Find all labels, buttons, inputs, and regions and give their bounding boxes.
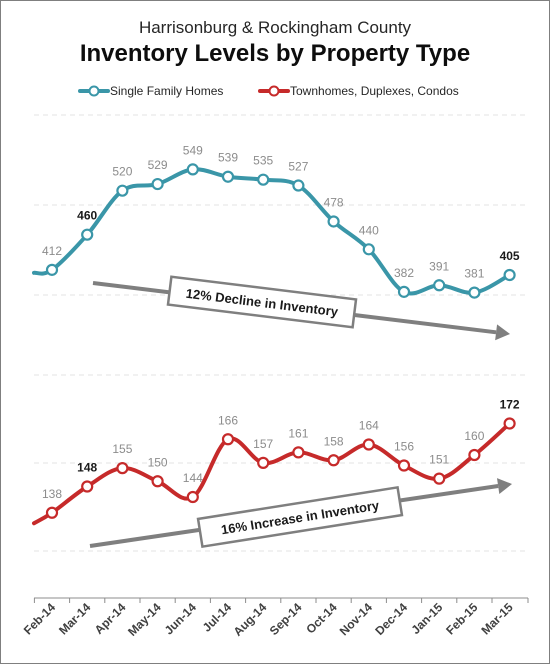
legend-marker — [268, 85, 280, 97]
data-label: 520 — [112, 165, 132, 179]
data-point — [433, 279, 446, 292]
x-tick-label: May-14 — [125, 600, 164, 639]
data-label: 151 — [429, 453, 449, 467]
data-label: 161 — [288, 426, 308, 440]
x-tick-label: Oct-14 — [303, 600, 340, 637]
data-label: 539 — [218, 151, 238, 165]
data-label: 166 — [218, 413, 238, 427]
data-point — [433, 472, 446, 485]
data-label: 381 — [464, 267, 484, 281]
data-label: 535 — [253, 154, 273, 168]
data-point — [257, 173, 270, 186]
data-label: 382 — [394, 266, 414, 280]
data-point — [503, 417, 516, 430]
data-point — [116, 462, 129, 475]
data-point — [151, 177, 164, 191]
data-label: 158 — [324, 434, 344, 448]
data-label: 478 — [324, 195, 344, 209]
x-tick-label: Nov-14 — [337, 600, 375, 638]
data-point — [151, 475, 164, 488]
annotation-arrowhead-1 — [495, 324, 510, 341]
data-point — [45, 263, 59, 276]
data-point — [81, 480, 94, 493]
data-point — [221, 433, 235, 446]
annotation-box — [196, 485, 404, 549]
data-point — [292, 446, 305, 459]
data-label: 156 — [394, 440, 414, 454]
legend-label: Townhomes, Duplexes, Condos — [290, 84, 459, 98]
x-tick-label: Sep-14 — [267, 600, 305, 638]
x-tick-label: Mar-14 — [56, 600, 93, 637]
data-label: 138 — [42, 487, 62, 501]
data-point — [292, 179, 305, 192]
data-label: 549 — [183, 143, 203, 157]
data-label: 412 — [42, 244, 62, 258]
chart-title: Inventory Levels by Property Type — [79, 40, 471, 67]
data-label: 460 — [77, 209, 97, 223]
annotation-box — [166, 275, 358, 329]
x-tick-label: Aug-14 — [231, 600, 270, 639]
data-point — [221, 170, 235, 183]
annotation-callout-2: 16% Increase in Inventory — [196, 485, 404, 549]
legend-label: Single Family Homes — [110, 84, 223, 98]
data-label: 440 — [359, 223, 379, 237]
data-label: 160 — [464, 429, 484, 443]
data-label: 164 — [359, 419, 379, 433]
x-tick-label: Jul-14 — [200, 600, 235, 635]
x-tick-label: Apr-14 — [92, 600, 129, 637]
data-label: 150 — [148, 455, 168, 469]
data-label: 391 — [429, 259, 449, 273]
data-point — [45, 506, 59, 519]
data-point — [186, 163, 199, 176]
data-point — [362, 438, 375, 451]
data-label: 155 — [112, 442, 132, 456]
data-point — [327, 215, 340, 228]
x-tick-label: Feb-14 — [21, 600, 58, 637]
x-tick-label: Dec-14 — [372, 600, 410, 638]
data-point — [186, 490, 199, 504]
x-tick-label: Jun-14 — [162, 600, 199, 637]
x-tick-label: Jan-15 — [409, 600, 446, 637]
data-point — [397, 459, 411, 472]
x-tick-label: Mar-15 — [478, 600, 515, 637]
x-tick-label: Feb-15 — [443, 600, 480, 637]
data-point — [503, 268, 516, 282]
data-label: 172 — [500, 398, 520, 412]
chart-subtitle: Harrisonburg & Rockingham County — [138, 18, 412, 37]
data-label: 157 — [253, 437, 273, 451]
legend-marker — [88, 85, 100, 97]
data-point — [362, 243, 375, 256]
data-point — [257, 456, 270, 469]
data-label: 144 — [183, 471, 203, 485]
data-point — [116, 184, 129, 197]
data-label: 405 — [500, 249, 520, 263]
data-point — [397, 285, 411, 298]
data-point — [468, 286, 481, 299]
annotation-callout-1: 12% Decline in Inventory — [166, 275, 358, 329]
data-label: 529 — [148, 158, 168, 172]
data-point — [81, 228, 94, 241]
annotation-arrowhead-2 — [496, 478, 512, 494]
data-point — [468, 448, 481, 462]
data-label: 527 — [288, 160, 308, 174]
data-label: 148 — [77, 461, 97, 475]
data-point — [327, 454, 340, 467]
series-line-1 — [32, 167, 512, 296]
